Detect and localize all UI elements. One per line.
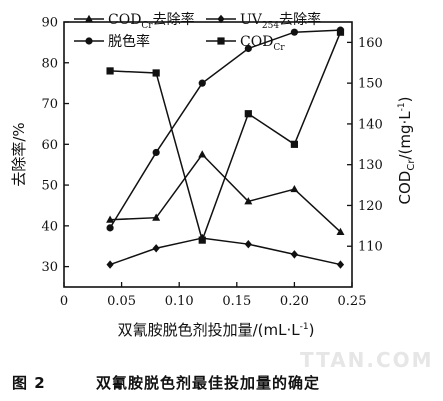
data-point: [198, 150, 207, 158]
y-right-tick-label: 150: [358, 77, 383, 92]
x-tick-label: 0: [60, 294, 68, 309]
y-right-tick-label: 130: [358, 158, 383, 173]
y-right-tick-label: 140: [358, 117, 383, 132]
data-point: [152, 148, 160, 157]
data-point: [290, 250, 298, 259]
x-tick-label: 0.05: [107, 294, 136, 309]
series-line: [110, 31, 342, 243]
x-tick-label: 0.25: [338, 294, 367, 309]
chart-axes: 0 0.05 0.10 0.15 0.20 0.25 30 40 50 60 70 80 90 110 12…: [41, 16, 382, 310]
series-line: [109, 29, 341, 229]
legend-label: 脱色率: [108, 33, 150, 50]
y-left-tick-label: 90: [41, 16, 58, 31]
plot-frame: [63, 21, 353, 288]
figure-caption-text: 双氰胺脱色剂最佳投加量的确定: [96, 374, 321, 392]
chart: 0 0.05 0.10 0.15 0.20 0.25 30 40 50 60 70 80 90 110 12…: [10, 11, 417, 339]
y-right-tick-label: 120: [358, 199, 383, 214]
data-point: [244, 197, 253, 205]
data-point: [106, 215, 115, 223]
y-left-tick-label: 70: [41, 97, 58, 112]
y-left-axis-label: 去除率/%: [10, 122, 28, 186]
series-line: [110, 153, 341, 233]
data-point: [152, 244, 160, 253]
data-point: [290, 184, 299, 193]
data-point: [152, 213, 161, 221]
series-2: [106, 233, 345, 269]
figure-caption: 图 2 双氰胺脱色剂最佳投加量的确定: [0, 372, 443, 394]
legend-item-3: 脱色率: [74, 33, 150, 50]
x-tick-label: 0.10: [165, 294, 194, 309]
legend-marker: [85, 14, 93, 22]
data-point: [106, 260, 114, 269]
data-point: [290, 28, 298, 36]
chart-axis-labels: 双氰胺脱色剂投加量/(mL·L-1) 去除率/% CODCr/(mg·L-1): [10, 97, 417, 339]
data-point: [290, 140, 298, 148]
legend-item-4: CODCr: [206, 34, 285, 53]
y-left-tick-label: 50: [41, 179, 58, 194]
series-3: [106, 26, 345, 232]
legend-label: CODCr去除率: [108, 11, 195, 31]
figure-number: 图 2: [12, 374, 46, 392]
y-right-tick-label: 110: [358, 240, 383, 255]
legend-marker: [85, 37, 93, 45]
data-point: [198, 236, 206, 244]
y-left-tick-label: 80: [41, 56, 58, 71]
data-point: [244, 110, 252, 118]
legend-marker: [217, 37, 225, 45]
y-right-axis-label: CODCr/(mg·L-1): [396, 97, 417, 205]
data-point: [336, 260, 345, 269]
data-point: [336, 227, 345, 235]
x-tick-label: 0.20: [280, 294, 309, 309]
data-point: [336, 28, 345, 36]
legend-label: UV254去除率: [240, 11, 321, 31]
data-point: [106, 67, 114, 75]
legend-marker: [217, 14, 225, 24]
data-point: [244, 44, 252, 53]
x-axis-label: 双氰胺脱色剂投加量/(mL·L-1): [118, 321, 315, 339]
y-left-tick-label: 30: [41, 260, 58, 275]
watermark: TTAN.COM: [300, 348, 434, 372]
x-tick-label: 0.15: [222, 294, 251, 309]
series-4: [106, 28, 345, 244]
data-point: [152, 69, 160, 77]
series-line: [109, 237, 341, 266]
y-right-tick-label: 160: [358, 36, 383, 51]
legend-label: CODCr: [240, 34, 285, 53]
data-point: [198, 79, 206, 87]
data-point: [106, 224, 114, 232]
y-left-tick-label: 40: [41, 219, 58, 234]
chart-series: [106, 26, 345, 269]
data-point: [244, 239, 252, 249]
legend-item-1: CODCr去除率: [74, 11, 195, 31]
legend-item-2: UV254去除率: [206, 11, 321, 31]
series-1: [106, 150, 345, 235]
y-left-tick-label: 60: [41, 138, 58, 153]
